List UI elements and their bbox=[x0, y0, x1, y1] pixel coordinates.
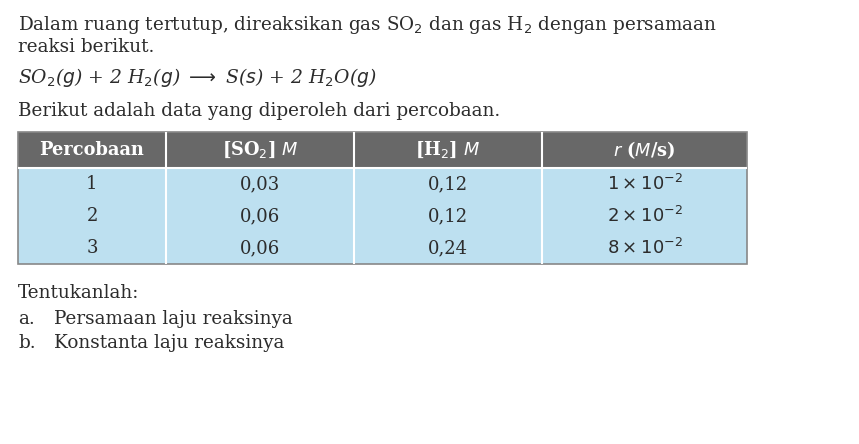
Text: 0,06: 0,06 bbox=[240, 239, 280, 257]
Bar bbox=[166, 132, 354, 168]
Text: 0,12: 0,12 bbox=[428, 207, 468, 225]
Text: $8\times 10^{-2}$: $8\times 10^{-2}$ bbox=[606, 238, 682, 258]
Text: $r$ ($M$/s): $r$ ($M$/s) bbox=[613, 139, 676, 161]
Bar bbox=[18, 132, 747, 264]
Bar bbox=[166, 232, 354, 264]
Text: 2: 2 bbox=[86, 207, 98, 225]
Text: $2\times 10^{-2}$: $2\times 10^{-2}$ bbox=[606, 206, 682, 226]
Bar bbox=[542, 168, 747, 200]
Bar bbox=[354, 200, 542, 232]
Text: Konstanta laju reaksinya: Konstanta laju reaksinya bbox=[54, 334, 284, 352]
Text: SO$_2$($g$) + 2 H$_2$($g$) $\longrightarrow$ S($s$) + 2 H$_2$O($g$): SO$_2$($g$) + 2 H$_2$($g$) $\longrightar… bbox=[18, 66, 377, 89]
Bar bbox=[166, 168, 354, 200]
Bar bbox=[166, 200, 354, 232]
Bar bbox=[542, 200, 747, 232]
Text: 3: 3 bbox=[86, 239, 98, 257]
Text: 0,06: 0,06 bbox=[240, 207, 280, 225]
Bar bbox=[354, 232, 542, 264]
Text: Berikut adalah data yang diperoleh dari percobaan.: Berikut adalah data yang diperoleh dari … bbox=[18, 102, 500, 120]
Text: b.: b. bbox=[18, 334, 35, 352]
Bar bbox=[542, 232, 747, 264]
Text: [SO$_2$] $M$: [SO$_2$] $M$ bbox=[222, 140, 298, 160]
Text: a.: a. bbox=[18, 310, 34, 328]
Text: 0,24: 0,24 bbox=[428, 239, 468, 257]
Text: 0,12: 0,12 bbox=[428, 175, 468, 193]
Bar bbox=[354, 168, 542, 200]
Text: reaksi berikut.: reaksi berikut. bbox=[18, 38, 155, 56]
Bar bbox=[18, 232, 166, 264]
Text: $1\times 10^{-2}$: $1\times 10^{-2}$ bbox=[606, 174, 682, 194]
Text: Percobaan: Percobaan bbox=[40, 141, 144, 159]
Bar bbox=[354, 132, 542, 168]
Bar bbox=[18, 200, 166, 232]
Text: Tentukanlah:: Tentukanlah: bbox=[18, 284, 139, 302]
Bar bbox=[542, 132, 747, 168]
Bar bbox=[18, 168, 166, 200]
Text: 0,03: 0,03 bbox=[240, 175, 280, 193]
Text: [H$_2$] $M$: [H$_2$] $M$ bbox=[416, 140, 480, 160]
Text: Dalam ruang tertutup, direaksikan gas SO$_2$ dan gas H$_2$ dengan persamaan: Dalam ruang tertutup, direaksikan gas SO… bbox=[18, 14, 717, 36]
Text: 1: 1 bbox=[86, 175, 98, 193]
Text: Persamaan laju reaksinya: Persamaan laju reaksinya bbox=[54, 310, 293, 328]
Bar bbox=[18, 132, 166, 168]
